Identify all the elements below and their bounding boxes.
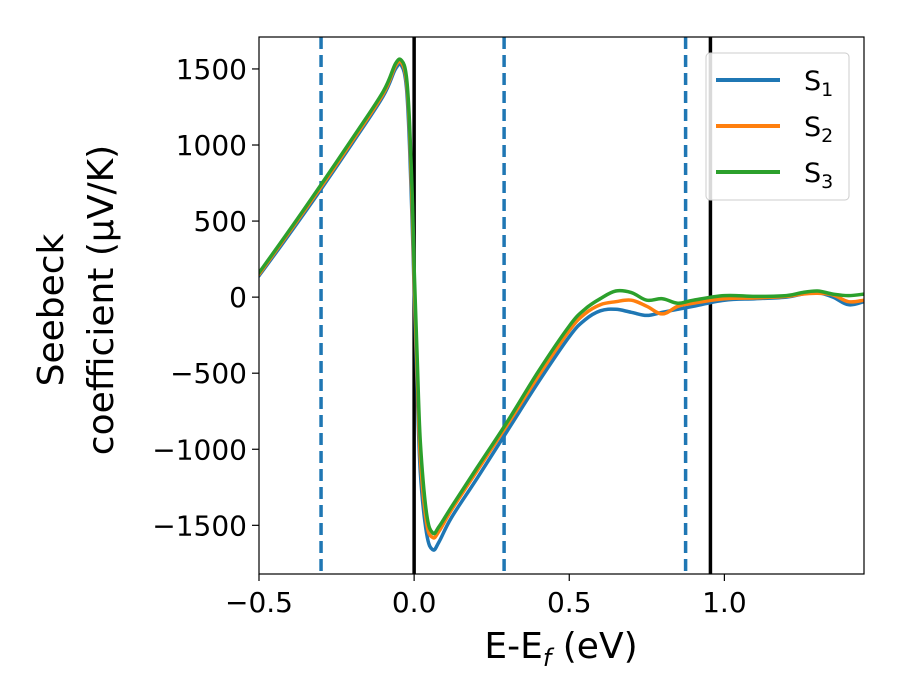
y-tick-label: 1500 (176, 53, 247, 86)
y-tick-label: −1000 (152, 433, 247, 466)
y-axis-label: Seebeck coefficient (μV/K) (31, 145, 122, 455)
x-axis-label: E-Ef (eV) (484, 626, 637, 672)
x-tick-label: −0.5 (225, 586, 293, 619)
y-axis-label-line2: coefficient (μV/K) (81, 145, 122, 455)
y-tick-label: −500 (170, 357, 247, 390)
x-tick-label: 1.0 (702, 586, 747, 619)
y-axis-ticks: 1500 1000 500 0 −500 −1000 −1500 (152, 53, 259, 542)
y-axis-label-line1: Seebeck (31, 233, 72, 386)
series-lines (259, 57, 864, 552)
legend: S1 S2 S3 (705, 52, 850, 201)
legend-label-s1: S1 (804, 66, 833, 101)
y-tick-label: 0 (229, 281, 247, 314)
y-tick-label: 1000 (176, 129, 247, 162)
x-tick-label: 0.0 (392, 586, 437, 619)
reference-vlines (319, 37, 713, 574)
legend-label-s3: S3 (804, 158, 833, 193)
x-tick-label: 0.5 (547, 586, 592, 619)
y-tick-label: 500 (194, 205, 247, 238)
series-line-s3 (259, 57, 864, 536)
x-axis-ticks: −0.5 0.0 0.5 1.0 (225, 574, 747, 619)
y-tick-label: −1500 (152, 509, 247, 542)
plot-area-frame (258, 36, 865, 575)
legend-label-s2: S2 (804, 112, 833, 147)
